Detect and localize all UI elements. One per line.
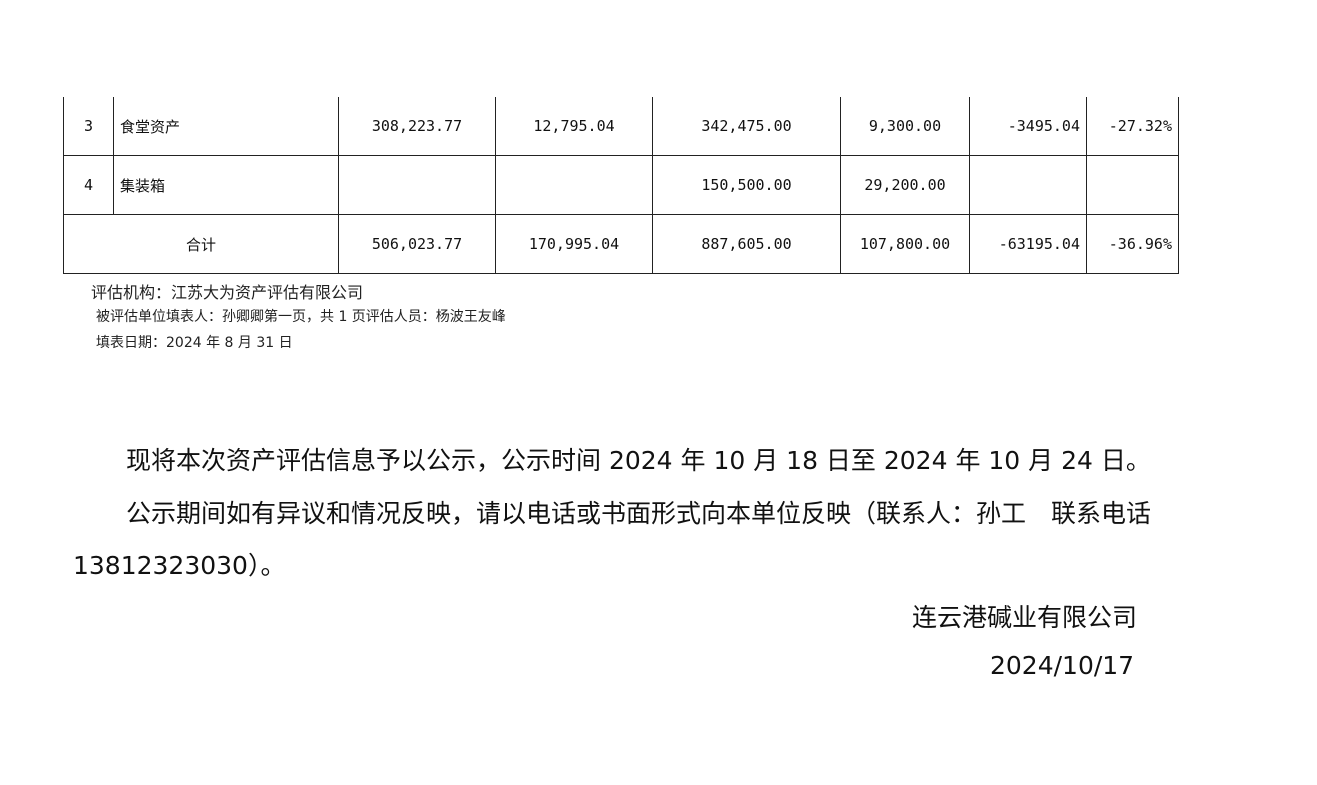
cell: -27.32% bbox=[1086, 97, 1179, 156]
row-no: 4 bbox=[63, 155, 114, 215]
cell bbox=[969, 155, 1087, 215]
cell bbox=[338, 155, 496, 215]
announcement-paragraph-2: 公示期间如有异议和情况反映，请以电话或书面形式向本单位反映（联系人：孙工 联系电… bbox=[126, 499, 1152, 528]
filler-note: 被评估单位填表人：孙卿卿第一页，共 1 页评估人员：杨波王友峰 bbox=[96, 309, 506, 325]
total-row: 合计 506,023.77 170,995.04 887,605.00 107,… bbox=[63, 214, 1179, 274]
agency-note: 评估机构：江苏大为资产评估有限公司 bbox=[91, 283, 364, 302]
cell: -63195.04 bbox=[969, 214, 1087, 274]
table-row: 3 食堂资产 308,223.77 12,795.04 342,475.00 9… bbox=[63, 97, 1179, 156]
asset-table: 3 食堂资产 308,223.77 12,795.04 342,475.00 9… bbox=[63, 97, 1179, 274]
cell: 107,800.00 bbox=[840, 214, 970, 274]
cell: 12,795.04 bbox=[495, 97, 653, 156]
date-note: 填表日期：2024 年 8 月 31 日 bbox=[96, 335, 293, 351]
row-name: 集装箱 bbox=[113, 155, 339, 215]
row-name: 食堂资产 bbox=[113, 97, 339, 156]
cell bbox=[1086, 155, 1179, 215]
cell: 29,200.00 bbox=[840, 155, 970, 215]
cell: -3495.04 bbox=[969, 97, 1087, 156]
table-row: 4 集装箱 150,500.00 29,200.00 bbox=[63, 155, 1179, 215]
row-no: 3 bbox=[63, 97, 114, 156]
signature-date: 2024/10/17 bbox=[990, 651, 1135, 680]
announcement-paragraph-1: 现将本次资产评估信息予以公示，公示时间 2024 年 10 月 18 日至 20… bbox=[126, 446, 1151, 475]
cell: 506,023.77 bbox=[338, 214, 496, 274]
announcement-paragraph-2-cont: 13812323030）。 bbox=[73, 551, 286, 580]
cell: -36.96% bbox=[1086, 214, 1179, 274]
cell: 342,475.00 bbox=[652, 97, 841, 156]
cell: 150,500.00 bbox=[652, 155, 841, 215]
cell: 9,300.00 bbox=[840, 97, 970, 156]
total-label: 合计 bbox=[63, 214, 339, 274]
cell: 887,605.00 bbox=[652, 214, 841, 274]
company-signature: 连云港碱业有限公司 bbox=[912, 603, 1138, 632]
cell: 170,995.04 bbox=[495, 214, 653, 274]
cell bbox=[495, 155, 653, 215]
cell: 308,223.77 bbox=[338, 97, 496, 156]
